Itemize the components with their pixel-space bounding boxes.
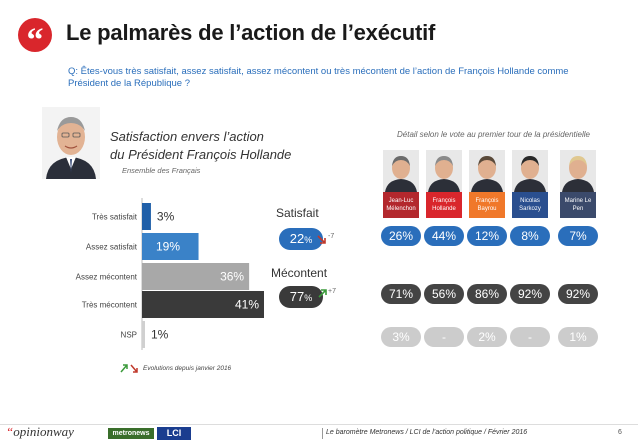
value-label-1: 19% (156, 240, 180, 254)
bar-3 (142, 291, 264, 318)
category-label-2: Assez mécontent (76, 273, 138, 282)
bar-1 (142, 233, 199, 260)
candidate-nsp-3: - (510, 327, 550, 347)
value-label-3: 41% (235, 298, 259, 312)
bar-2 (142, 263, 250, 290)
category-label-0: Très satisfait (92, 213, 138, 222)
candidate-mec-1: 56% (424, 284, 464, 304)
candidate-sat-4: 7% (558, 226, 598, 246)
page-number: 6 (618, 429, 622, 436)
category-label-3: Très mécontent (82, 301, 138, 310)
candidate-mec-4: 92% (558, 284, 598, 304)
mecontent-value: 77 (289, 289, 305, 304)
footer-divider (0, 424, 638, 425)
opinionway-logo: “opinionway (6, 424, 74, 439)
satisfaction-title-line2: du Président François Hollande (110, 147, 292, 162)
page-title: Le palmarès de l’action de l’exécutif (66, 20, 436, 45)
candidate-name-2: François Bayrou (469, 192, 505, 218)
candidate-portrait-icon-2 (469, 150, 505, 192)
candidate-name-3: Nicolas Sarkozy (512, 192, 548, 218)
satisfait-value: 22 (289, 231, 305, 246)
satisfaction-subtitle: Ensemble des Français (122, 166, 201, 175)
evolution-arrows-icon (120, 364, 138, 373)
quote-badge-icon: “ (18, 18, 52, 59)
candidate-portrait-icon-3 (512, 150, 548, 192)
candidate-sat-2: 12% (467, 226, 507, 246)
arrow-down-icon (317, 235, 326, 244)
satisfait-total: 22% (279, 228, 323, 250)
lci-logo: LCI (157, 427, 191, 440)
bar-4 (142, 321, 145, 348)
value-label-4: 1% (151, 328, 169, 342)
mecontent-evolution: +7 (328, 288, 336, 295)
satisfait-evolution: -7 (328, 233, 335, 240)
opinionway-logo-text: opinionway (13, 424, 74, 439)
candidate-mec-2: 86% (467, 284, 507, 304)
question-text: Q: Êtes-vous très satisfait, assez satis… (68, 66, 569, 89)
candidate-sat-3: 8% (510, 226, 550, 246)
category-label-1: Assez satisfait (86, 243, 138, 252)
candidate-portrait-icon-4 (560, 150, 596, 192)
value-label-0: 3% (157, 210, 175, 224)
mecontent-pct: % (304, 293, 313, 303)
satisfaction-title: Satisfaction envers l’action du Présiden… (110, 128, 291, 164)
candidate-sat-0: 26% (381, 226, 421, 246)
bar-0 (142, 203, 151, 230)
candidate-portrait-icon-0 (383, 150, 419, 192)
candidate-mec-3: 92% (510, 284, 550, 304)
candidate-name-1: François Hollande (426, 192, 462, 218)
footer-text: Le baromètre Metronews / LCI de l’action… (326, 429, 528, 436)
satisfait-pct: % (304, 235, 313, 245)
mecontent-total: 77% (279, 286, 323, 308)
candidate-nsp-1: - (424, 327, 464, 347)
candidate-nsp-2: 2% (467, 327, 507, 347)
arrow-up-icon (318, 289, 327, 298)
candidate-name-0: Jean-Luc Mélenchon (383, 192, 419, 218)
mecontent-label: Mécontent (271, 266, 328, 280)
evolution-legend: Evolutions depuis janvier 2016 (143, 365, 232, 372)
candidate-nsp-4: 1% (558, 327, 598, 347)
category-label-4: NSP (121, 331, 137, 340)
candidate-mec-0: 71% (381, 284, 421, 304)
candidate-nsp-0: 3% (381, 327, 421, 347)
hollande-portrait-icon (42, 107, 100, 179)
value-label-2: 36% (220, 270, 244, 284)
metronews-logo: metronews (108, 428, 154, 439)
satisfait-label: Satisfait (276, 206, 319, 220)
detail-title: Détail selon le vote au premier tour de … (397, 130, 590, 139)
candidate-name-4: Marine Le Pen (560, 192, 596, 218)
candidate-portrait-icon-1 (426, 150, 462, 192)
satisfaction-title-line1: Satisfaction envers l’action (110, 129, 264, 144)
footer-separator (322, 428, 323, 439)
candidate-sat-1: 44% (424, 226, 464, 246)
